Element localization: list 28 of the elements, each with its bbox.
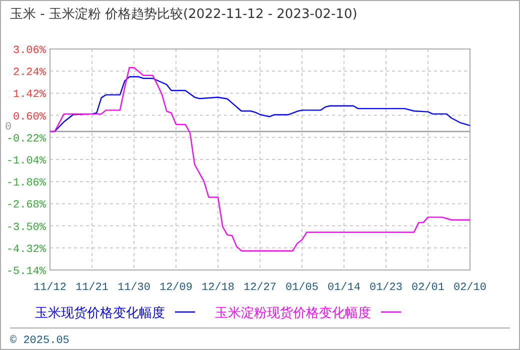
x-tick-label: 01/23: [369, 282, 403, 294]
y-tick-label: -1.86%: [6, 178, 46, 190]
y-tick-label: -5.14%: [6, 266, 46, 278]
text: © 2025.05: [10, 335, 70, 347]
x-tick-label: 11/12: [33, 282, 67, 294]
y-tick-label: -0.22%: [6, 133, 46, 146]
y-tick-label: -3.50%: [6, 222, 46, 234]
x-tick-label: 02/10: [453, 282, 487, 294]
legend-label: 玉米现货价格变化幅度: [35, 305, 165, 321]
x-tick-label: 01/14: [327, 282, 361, 294]
chart-title: 玉米 - 玉米淀粉 价格趋势比较(2022-11-12 - 2023-02-10): [10, 7, 358, 22]
ref-line-label: 0: [5, 121, 12, 134]
y-tick-label: 0.60%: [12, 111, 46, 124]
x-tick-label: 12/18: [201, 282, 235, 294]
y-tick-label: 1.42%: [12, 89, 46, 102]
x-tick-label: 02/01: [411, 282, 445, 294]
x-tick-label: 11/21: [75, 282, 109, 294]
y-tick-label: -2.68%: [6, 200, 46, 212]
x-tick-label: 01/05: [285, 282, 319, 294]
y-tick-label: -1.04%: [6, 156, 46, 168]
y-tick-label: 2.24%: [12, 67, 46, 80]
x-tick-label: 11/30: [117, 282, 151, 294]
x-tick-label: 12/27: [243, 282, 277, 294]
legend-label: 玉米淀粉现货价格变化幅度: [215, 305, 371, 321]
y-tick-label: 3.06%: [12, 45, 46, 57]
y-tick-label: -4.32%: [6, 244, 46, 256]
x-tick-label: 12/09: [159, 282, 193, 294]
line-series: [49, 66, 471, 252]
